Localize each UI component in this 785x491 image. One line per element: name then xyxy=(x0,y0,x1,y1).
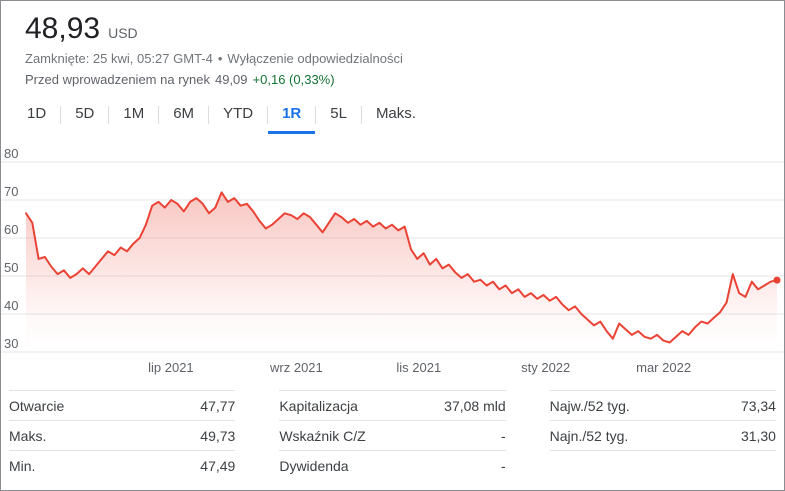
y-axis-label: 60 xyxy=(4,222,18,237)
tab-label: 1M xyxy=(123,105,145,122)
tab-separator xyxy=(315,106,317,124)
tab-5l[interactable]: 5L xyxy=(316,96,361,134)
stat-row-dywidenda: Dywidenda - xyxy=(279,450,506,480)
tab-label: 6M xyxy=(173,105,195,122)
tab-ytd[interactable]: YTD xyxy=(209,96,267,134)
y-axis-label: 40 xyxy=(4,298,18,313)
disclaimer-link[interactable]: Wyłączenie odpowiedzialności xyxy=(227,51,403,66)
x-axis-label: lip 2021 xyxy=(148,360,194,375)
stat-row-min: Min. 47,49 xyxy=(9,450,236,480)
tab-1r[interactable]: 1R xyxy=(268,96,316,134)
x-axis-label: sty 2022 xyxy=(521,360,570,375)
market-status-text: Zamknięte: 25 kwi, 05:27 GMT-4 xyxy=(25,51,213,66)
stat-label: Najn./52 tyg. xyxy=(549,427,629,444)
premarket-row: Przed wprowadzeniem na rynek 49,09 +0,16… xyxy=(25,71,760,89)
stat-value: 47,77 xyxy=(200,397,236,414)
tab-label: 5D xyxy=(75,105,95,122)
tab-label: 1R xyxy=(282,105,302,122)
quote-header: 48,93 USD Zamknięte: 25 kwi, 05:27 GMT-4… xyxy=(1,1,784,91)
stat-value: - xyxy=(500,457,506,474)
area-fill xyxy=(26,192,777,352)
tab-separator xyxy=(267,106,269,124)
tab-5d[interactable]: 5D xyxy=(61,96,108,134)
y-axis-label: 80 xyxy=(4,146,18,161)
y-axis-label: 50 xyxy=(4,260,18,275)
stats-column-2: Kapitalizacja 37,08 mld Wskaźnik C/Z - D… xyxy=(279,390,506,480)
x-axis-label: lis 2021 xyxy=(396,360,441,375)
stat-label: Maks. xyxy=(9,427,47,444)
tab-label: 1D xyxy=(27,105,47,122)
stat-label: Najw./52 tyg. xyxy=(549,397,630,414)
y-axis-label: 30 xyxy=(4,336,18,351)
tab-separator xyxy=(60,106,62,124)
stat-row-kapitalizacja: Kapitalizacja 37,08 mld xyxy=(279,390,506,420)
tab-separator xyxy=(158,106,160,124)
tab-label: Maks. xyxy=(375,105,416,122)
tab-1m[interactable]: 1M xyxy=(109,96,158,134)
stat-label: Min. xyxy=(9,457,36,474)
premarket-price: 49,09 xyxy=(214,72,248,87)
tab-maks[interactable]: Maks. xyxy=(362,96,430,134)
stat-label: Otwarcie xyxy=(9,397,65,414)
x-axis-label: mar 2022 xyxy=(636,360,691,375)
time-range-tabs: 1D 5D 1M 6M YTD 1R 5L Maks. xyxy=(1,96,784,134)
stat-row-empty xyxy=(549,450,776,480)
premarket-label: Przed wprowadzeniem na rynek xyxy=(25,72,210,87)
tab-separator xyxy=(360,106,362,124)
stat-value: 73,34 xyxy=(740,397,776,414)
price-chart-area: 30 40 50 60 70 80 lip 2021 wrz 2021 lis 2021 sty … xyxy=(1,136,784,378)
separator-dot: • xyxy=(217,51,223,66)
stat-value: 49,73 xyxy=(200,427,236,444)
market-status-row: Zamknięte: 25 kwi, 05:27 GMT-4 • Wyłącze… xyxy=(25,50,760,68)
y-axis-label: 70 xyxy=(4,184,18,199)
stat-value: 37,08 mld xyxy=(444,397,506,414)
price-row: 48,93 USD xyxy=(25,11,760,47)
x-axis-label: wrz 2021 xyxy=(269,360,323,375)
stat-label: Kapitalizacja xyxy=(279,397,358,414)
current-price: 48,93 xyxy=(25,12,101,45)
stat-label: Dywidenda xyxy=(279,457,349,474)
stats-column-3: Najw./52 tyg. 73,34 Najn./52 tyg. 31,30 xyxy=(549,390,776,480)
currency-code: USD xyxy=(108,25,138,41)
stat-row-maks: Maks. 49,73 xyxy=(9,420,236,450)
tab-separator xyxy=(108,106,110,124)
last-price-dot xyxy=(773,276,781,284)
tab-6m[interactable]: 6M xyxy=(159,96,208,134)
tab-separator xyxy=(208,106,210,124)
stats-column-1: Otwarcie 47,77 Maks. 49,73 Min. 47,49 xyxy=(9,390,236,480)
stat-row-najw-52tyg: Najw./52 tyg. 73,34 xyxy=(549,390,776,420)
premarket-change: +0,16 (0,33%) xyxy=(252,72,335,87)
stat-row-wskaznik-cz: Wskaźnik C/Z - xyxy=(279,420,506,450)
stock-line-chart[interactable]: 30 40 50 60 70 80 lip 2021 wrz 2021 lis 2021 sty … xyxy=(1,136,785,378)
stat-value: - xyxy=(500,427,506,444)
stat-value: 31,30 xyxy=(740,427,776,444)
tab-label: YTD xyxy=(223,105,254,122)
tab-1d[interactable]: 1D xyxy=(13,96,60,134)
stat-label: Wskaźnik C/Z xyxy=(279,427,366,444)
stats-table: Otwarcie 47,77 Maks. 49,73 Min. 47,49 Ka… xyxy=(1,390,784,480)
stat-row-najn-52tyg: Najn./52 tyg. 31,30 xyxy=(549,420,776,450)
stat-value: 47,49 xyxy=(200,457,236,474)
price-line-series xyxy=(25,191,778,344)
stat-row-otwarcie: Otwarcie 47,77 xyxy=(9,390,236,420)
tab-label: 5L xyxy=(330,105,347,122)
